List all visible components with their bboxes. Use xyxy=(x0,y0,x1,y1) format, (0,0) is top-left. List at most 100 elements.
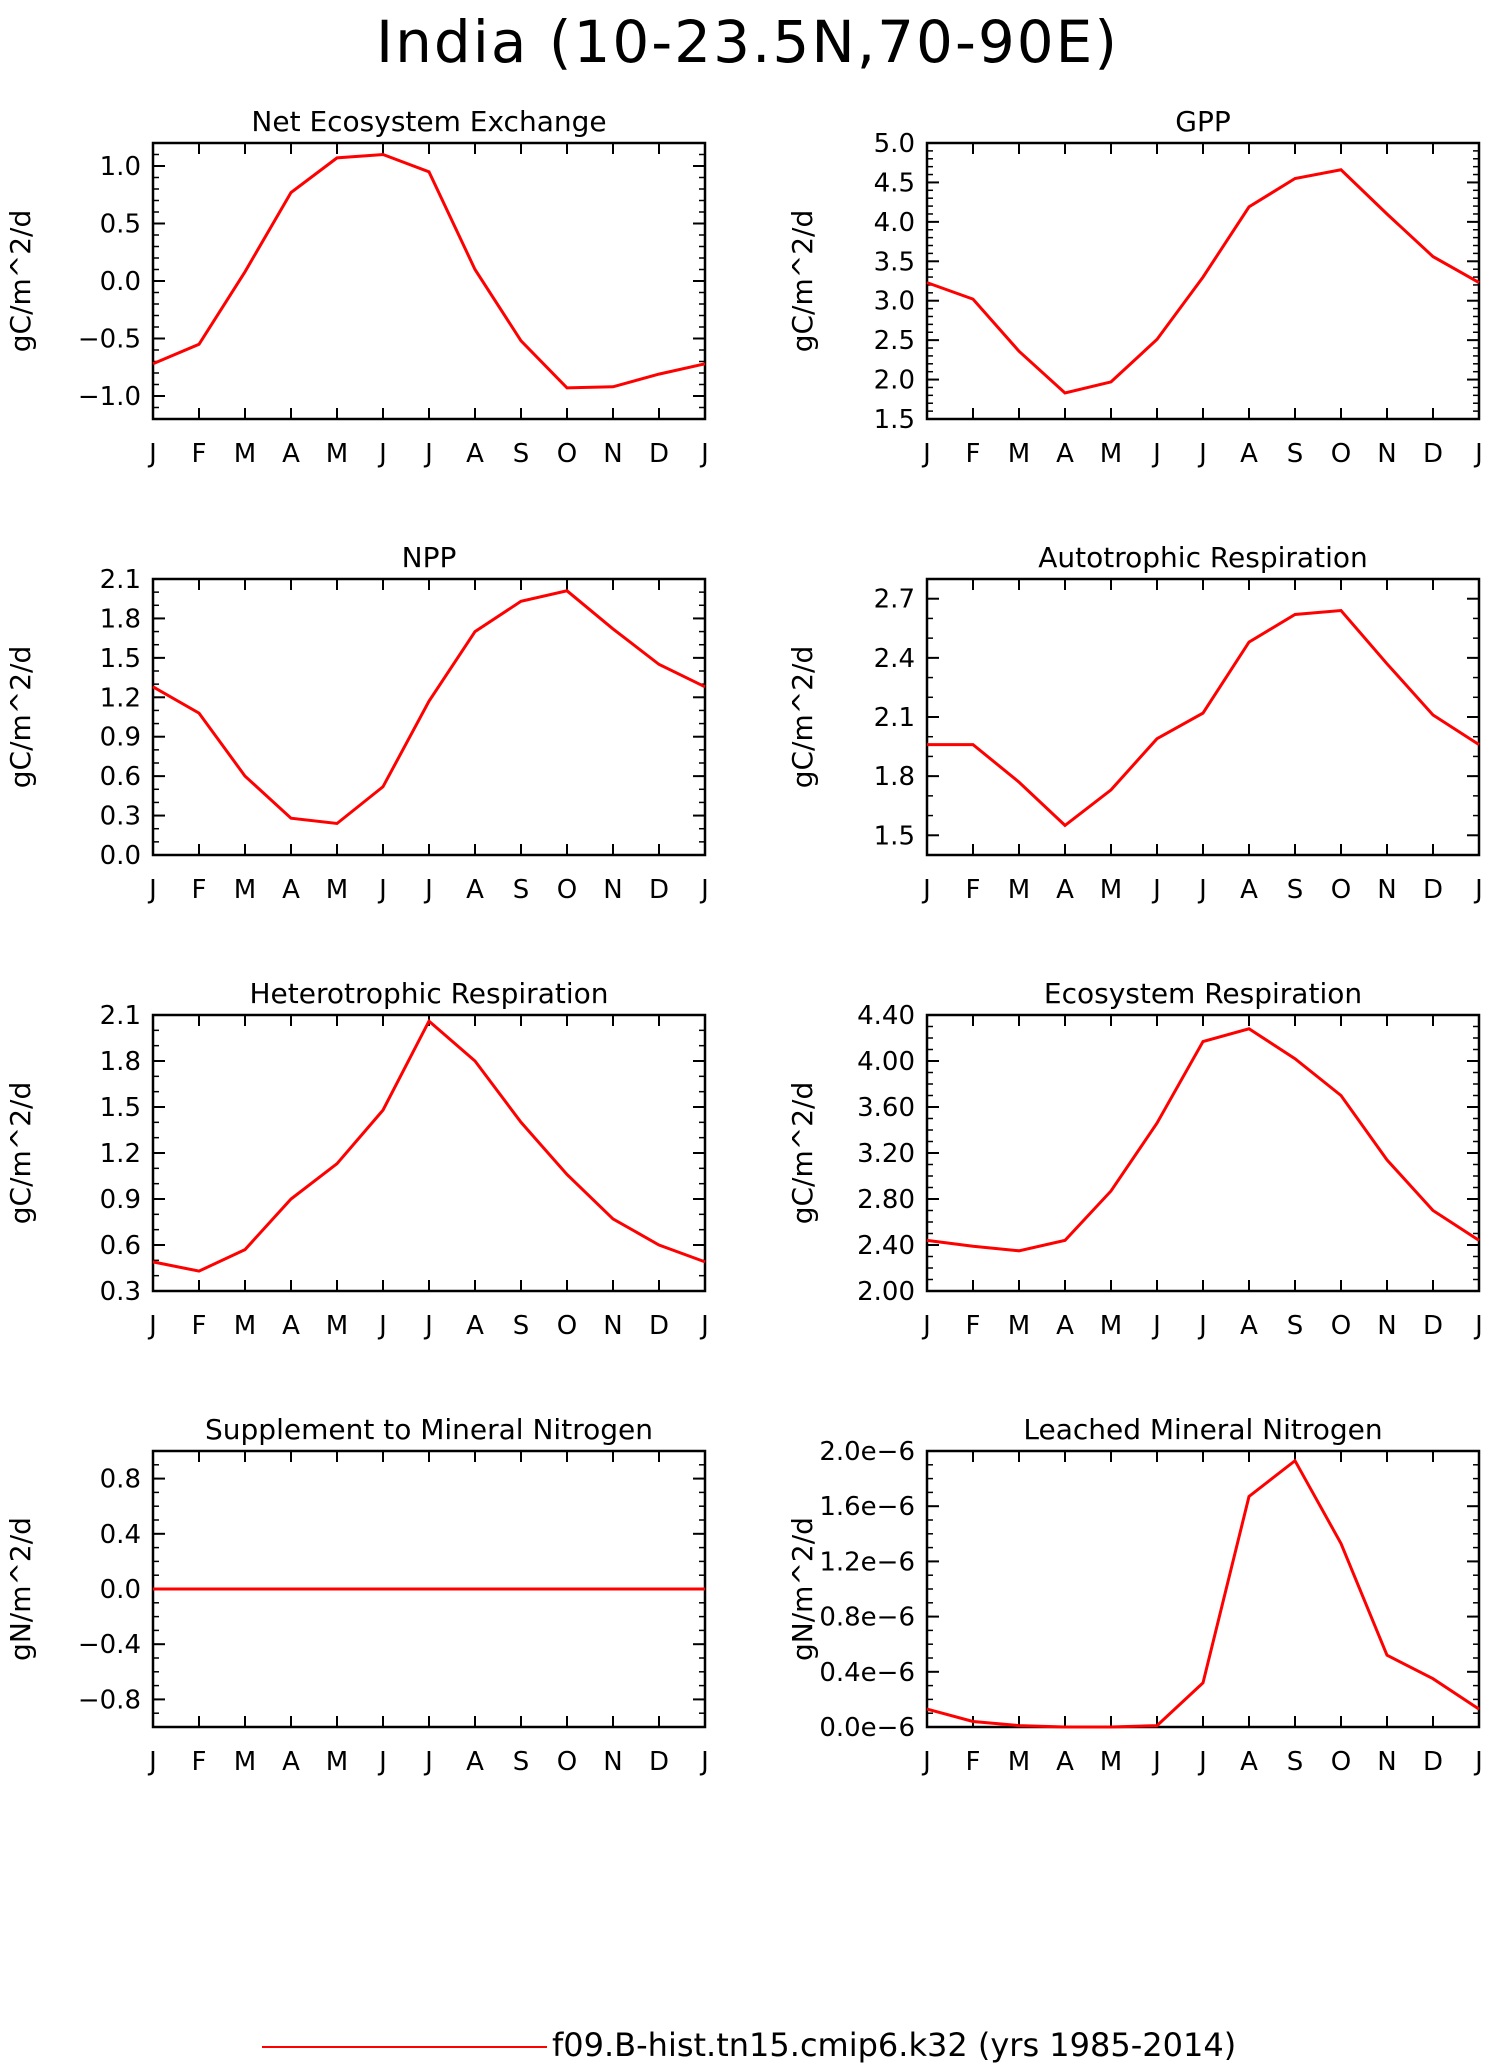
x-tick-label: J xyxy=(423,1311,433,1341)
x-tick-label: J xyxy=(1197,1311,1207,1341)
x-tick-label: A xyxy=(1240,1747,1258,1777)
y-tick-label: 1.2 xyxy=(100,1139,141,1169)
x-tick-label: D xyxy=(1423,439,1443,469)
y-tick-label: 2.0e−6 xyxy=(819,1437,915,1467)
y-tick-label: 1.5 xyxy=(100,1093,141,1123)
x-tick-label: J xyxy=(377,1311,387,1341)
chart-panel-3: J F M A M J J A S O N D J0.00.30.60.91.21.51.82.1NPP… xyxy=(4,541,709,905)
x-tick-label: J xyxy=(1473,1747,1483,1777)
y-tick-label: 0.9 xyxy=(100,1185,141,1215)
y-tick-label: 5.0 xyxy=(874,129,915,159)
y-axis-label: gC/m^2/d xyxy=(786,1082,819,1225)
x-tick-label: O xyxy=(1331,875,1351,905)
y-tick-label: 0.3 xyxy=(100,802,141,832)
chart-panel-7: J F M A M J J A S O N D J−0.8−0.40.00.40.8Supplement… xyxy=(4,1413,709,1777)
panel-title: Autotrophic Respiration xyxy=(1038,541,1367,574)
x-tick-label: F xyxy=(966,875,981,905)
y-tick-label: 1.8 xyxy=(100,1047,141,1077)
x-tick-label: N xyxy=(603,1311,622,1341)
x-tick-label: J xyxy=(147,1311,157,1341)
x-tick-label: A xyxy=(1240,875,1258,905)
x-tick-label: F xyxy=(192,1311,207,1341)
x-tick-label: N xyxy=(1377,875,1396,905)
x-tick-label: M xyxy=(1100,439,1122,469)
y-tick-label: 0.0 xyxy=(100,1575,141,1605)
x-tick-label: J xyxy=(1473,875,1483,905)
y-tick-label: 2.00 xyxy=(857,1277,915,1307)
x-tick-label: D xyxy=(1423,875,1443,905)
x-tick-label: A xyxy=(1056,875,1074,905)
x-tick-label: J xyxy=(377,439,387,469)
plot-frame xyxy=(151,141,707,421)
y-tick-label: −0.5 xyxy=(78,325,141,355)
x-tick-label: A xyxy=(282,1747,300,1777)
chart-panel-2: J F M A M J J A S O N D J1.52.02.53.03.54.04.55.0GPP… xyxy=(786,105,1483,469)
x-tick-label: S xyxy=(513,1311,530,1341)
chart-panel-6: J F M A M J J A S O N D J2.002.402.803.203.604.004.4… xyxy=(786,977,1483,1341)
x-tick-label: N xyxy=(1377,439,1396,469)
y-axis-label: gN/m^2/d xyxy=(4,1517,37,1661)
x-tick-label: J xyxy=(423,439,433,469)
y-tick-label: 3.60 xyxy=(857,1093,915,1123)
chart-panel-4: J F M A M J J A S O N D J1.51.82.12.42.7Autotrophic … xyxy=(786,541,1483,905)
y-tick-label: −0.8 xyxy=(78,1685,141,1715)
x-tick-label: M xyxy=(1100,1311,1122,1341)
x-tick-label: S xyxy=(513,439,530,469)
y-tick-label: −1.0 xyxy=(78,382,141,412)
y-tick-label: 2.40 xyxy=(857,1231,915,1261)
series-line-1 xyxy=(927,608,1480,828)
panel-title: GPP xyxy=(1175,105,1230,138)
y-tick-label: 4.0 xyxy=(874,208,915,238)
panel-title: Ecosystem Respiration xyxy=(1044,977,1362,1010)
y-axis-label: gC/m^2/d xyxy=(4,1082,37,1225)
plot-frame xyxy=(925,141,1481,421)
x-tick-label: S xyxy=(513,1747,530,1777)
y-tick-label: 0.9 xyxy=(100,723,141,753)
panel-title: Supplement to Mineral Nitrogen xyxy=(205,1413,653,1446)
legend-line-swatch xyxy=(262,2046,547,2048)
chart-panel-8: J F M A M J J A S O N D J0.0e−60.4e−60.8e−61.2e−61.6… xyxy=(786,1413,1483,1777)
y-tick-label: 1.8 xyxy=(100,604,141,634)
x-tick-label: A xyxy=(282,875,300,905)
y-tick-label: 0.8e−6 xyxy=(819,1603,915,1633)
x-tick-label: J xyxy=(147,875,157,905)
x-tick-label: J xyxy=(423,875,433,905)
x-tick-label: M xyxy=(326,1747,348,1777)
x-tick-label: M xyxy=(326,439,348,469)
x-tick-label: J xyxy=(699,439,709,469)
x-tick-label: J xyxy=(147,1747,157,1777)
series-line-1 xyxy=(152,152,706,390)
y-tick-label: 1.5 xyxy=(874,405,915,435)
x-tick-label: J xyxy=(921,1311,931,1341)
y-axis-label: gC/m^2/d xyxy=(786,646,819,789)
x-tick-label: J xyxy=(423,1747,433,1777)
plot-frame xyxy=(925,1449,1481,1729)
series-line-1 xyxy=(152,589,706,826)
y-tick-label: 3.20 xyxy=(857,1139,915,1169)
x-tick-label: A xyxy=(466,1747,484,1777)
y-tick-label: 0.0e−6 xyxy=(819,1713,915,1743)
x-tick-label: M xyxy=(1008,439,1030,469)
x-tick-label: D xyxy=(649,1747,669,1777)
x-tick-label: J xyxy=(1473,439,1483,469)
x-tick-label: M xyxy=(234,1747,256,1777)
y-tick-label: 1.6e−6 xyxy=(819,1492,915,1522)
y-tick-label: 0.4e−6 xyxy=(819,1658,915,1688)
x-tick-label: F xyxy=(966,1311,981,1341)
x-tick-label: M xyxy=(1008,1747,1030,1777)
panel-title: Leached Mineral Nitrogen xyxy=(1023,1413,1382,1446)
x-tick-label: J xyxy=(1197,1747,1207,1777)
x-tick-label: A xyxy=(1056,1747,1074,1777)
y-tick-label: 2.1 xyxy=(100,565,141,595)
y-tick-label: 2.4 xyxy=(874,644,915,674)
panel-title: NPP xyxy=(402,541,457,574)
x-tick-label: S xyxy=(1287,1311,1304,1341)
chart-panel-5: J F M A M J J A S O N D J0.30.60.91.21.51.82.1Hetero… xyxy=(4,977,709,1341)
x-tick-label: F xyxy=(192,875,207,905)
panel-title: Net Ecosystem Exchange xyxy=(251,105,606,138)
y-tick-label: 3.0 xyxy=(874,287,915,317)
x-tick-label: M xyxy=(326,1311,348,1341)
x-tick-label: D xyxy=(649,1311,669,1341)
page-title: India (10-23.5N,70-90E) xyxy=(376,8,1119,76)
